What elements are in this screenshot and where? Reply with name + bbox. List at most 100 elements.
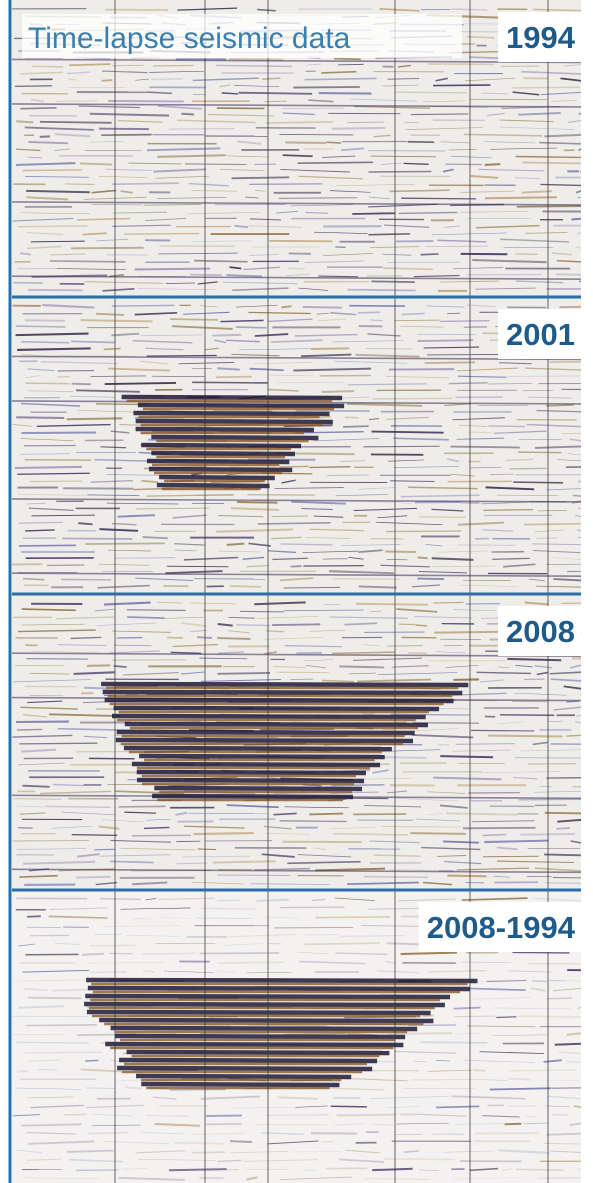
- reflector: [27, 916, 41, 917]
- reflector: [26, 1025, 97, 1026]
- reflector: [102, 80, 113, 81]
- reflector: [216, 377, 252, 378]
- reflector: [256, 900, 288, 901]
- reflector: [85, 543, 164, 544]
- anomaly-dark: [132, 764, 380, 765]
- reflector: [122, 1169, 148, 1170]
- reflector: [262, 78, 280, 79]
- reflector: [217, 638, 250, 639]
- anomaly-dark: [157, 485, 270, 486]
- anomaly-dark: [112, 716, 426, 717]
- reflector: [316, 917, 390, 918]
- reflector: [45, 806, 110, 807]
- reflector: [509, 1070, 577, 1071]
- reflector: [306, 213, 328, 214]
- reflector: [415, 625, 427, 626]
- reflector: [390, 481, 435, 482]
- reflector: [449, 383, 488, 384]
- reflector: [447, 876, 486, 877]
- reflector: [99, 129, 149, 130]
- reflector: [363, 446, 439, 447]
- reflector: [25, 320, 65, 321]
- reflector: [331, 1106, 367, 1107]
- reflector: [323, 559, 348, 560]
- reflector: [327, 142, 341, 143]
- anomaly-dark: [87, 1012, 431, 1013]
- reflector: [192, 1152, 225, 1153]
- reflector: [166, 283, 195, 284]
- anomaly-dark: [154, 788, 362, 789]
- reflector: [279, 466, 308, 467]
- reflector: [524, 524, 581, 525]
- reflector: [343, 426, 369, 427]
- reflector: [454, 1008, 481, 1009]
- reflector: [388, 79, 420, 80]
- reflector: [197, 637, 212, 638]
- reflector: [333, 579, 399, 580]
- reflector: [473, 1070, 485, 1071]
- reflector: [31, 241, 85, 242]
- reflector: [88, 1133, 128, 1134]
- reflector: [420, 1042, 487, 1043]
- anomaly-dark: [137, 772, 366, 773]
- seismic-panel: 2001: [12, 297, 581, 594]
- reflector: [485, 197, 557, 198]
- reflector: [449, 149, 477, 150]
- anomaly-dark: [124, 748, 392, 749]
- reflector: [71, 248, 144, 249]
- reflector: [82, 954, 104, 955]
- reflector: [143, 537, 168, 538]
- reflector: [394, 320, 440, 321]
- reflector: [14, 799, 62, 800]
- reflector: [86, 962, 165, 963]
- reflector: [304, 943, 380, 944]
- reflector: [370, 320, 383, 321]
- panel-label: 1994: [506, 20, 576, 55]
- reflector: [518, 799, 581, 800]
- reflector: [482, 834, 506, 835]
- reflector: [87, 665, 110, 666]
- reflector: [72, 384, 91, 385]
- reflector: [290, 566, 301, 567]
- reflector: [15, 86, 52, 87]
- reflector: [509, 1079, 531, 1080]
- reflector: [545, 883, 581, 884]
- reflector: [114, 666, 127, 667]
- reflector: [237, 502, 278, 503]
- reflector: [84, 688, 108, 689]
- reflector: [334, 59, 361, 60]
- reflector: [20, 454, 69, 455]
- reflector: [167, 566, 229, 567]
- reflector: [538, 1178, 581, 1179]
- anomaly-dark: [125, 724, 428, 725]
- reflector: [567, 1061, 581, 1062]
- page: 1994200120082008-1994 Time-lapse seismic…: [0, 0, 593, 1183]
- reflector: [411, 114, 468, 115]
- reflector: [113, 65, 144, 66]
- reflector: [194, 261, 247, 262]
- anomaly-dark: [122, 397, 343, 398]
- reflector: [280, 821, 347, 822]
- reflector: [332, 128, 386, 129]
- reflector: [194, 833, 254, 834]
- reflector: [522, 162, 581, 163]
- reflector: [547, 998, 572, 999]
- reflector: [309, 814, 343, 815]
- reflector: [22, 433, 97, 434]
- reflector: [71, 341, 115, 342]
- reflector: [174, 1143, 224, 1144]
- reflector: [372, 1169, 412, 1170]
- reflector: [26, 383, 70, 384]
- reflector: [16, 417, 64, 418]
- reflector: [388, 1033, 452, 1034]
- panel-label: 2008-1994: [427, 910, 576, 945]
- reflector: [371, 281, 414, 282]
- anomaly-dark: [86, 980, 477, 981]
- anomaly-dark: [151, 453, 295, 454]
- reflector: [288, 268, 305, 269]
- reflector: [190, 275, 222, 276]
- reflector: [425, 362, 475, 363]
- reflector: [176, 863, 208, 864]
- reflector: [311, 348, 350, 349]
- reflector: [62, 538, 132, 539]
